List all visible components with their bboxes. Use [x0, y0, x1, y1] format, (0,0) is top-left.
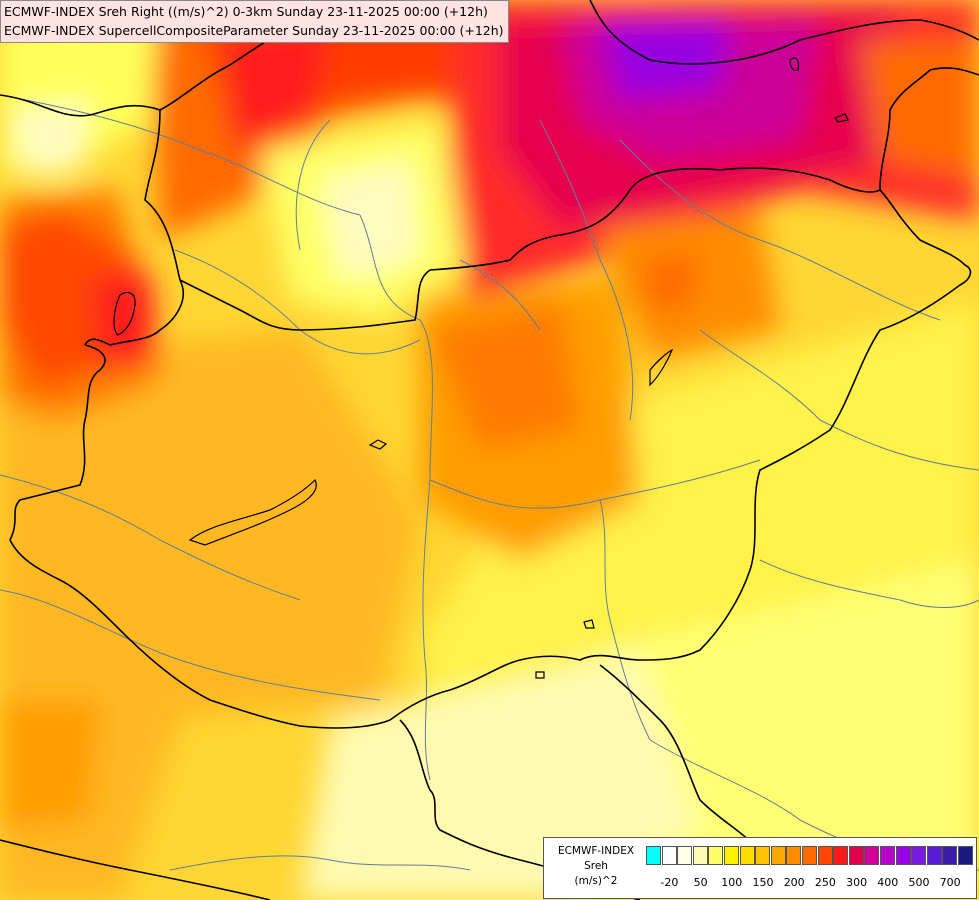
- lakes: [113, 57, 849, 679]
- legend-swatch: [677, 846, 693, 865]
- title-line-sreh: ECMWF-INDEX Sreh Right ((m/s)^2) 0-3km S…: [4, 4, 488, 19]
- legend-tick-label: -20: [660, 876, 679, 889]
- title-line-scp: ECMWF-INDEX SupercellCompositeParameter …: [4, 23, 504, 38]
- legend-swatch: [895, 846, 911, 865]
- legend-swatch: [911, 846, 927, 865]
- legend-swatch: [755, 846, 771, 865]
- legend-swatch: [958, 846, 973, 865]
- legend-tick-label: 150: [752, 876, 774, 889]
- rivers: [0, 94, 979, 871]
- legend-swatch: [833, 846, 849, 865]
- legend-tick-label: 300: [846, 876, 868, 889]
- color-legend: ECMWF-INDEX Sreh (m/s)^2 -20 50 100 150 200 2…: [543, 837, 977, 899]
- legend-swatch: [817, 846, 833, 865]
- legend-swatch: [770, 846, 786, 865]
- legend-variable: Sreh: [584, 860, 608, 872]
- legend-swatch: [739, 846, 755, 865]
- legend-title: ECMWF-INDEX Sreh (m/s)^2: [544, 844, 648, 889]
- legend-tick-label: 100: [721, 876, 743, 889]
- legend-swatch: [942, 846, 958, 865]
- legend-swatch: [802, 846, 817, 865]
- legend-swatch: [708, 846, 724, 865]
- legend-swatch: [692, 846, 708, 865]
- legend-tick-label: 50: [693, 876, 708, 889]
- legend-tick-label: 400: [877, 876, 899, 889]
- legend-swatch: [864, 846, 880, 865]
- legend-tick-label: 500: [908, 876, 930, 889]
- map-title-box: ECMWF-INDEX Sreh Right ((m/s)^2) 0-3km S…: [0, 0, 509, 43]
- legend-unit: (m/s)^2: [574, 875, 618, 887]
- legend-swatch: [880, 846, 895, 865]
- legend-swatch: [786, 846, 802, 865]
- legend-tick-label: 250: [814, 876, 836, 889]
- legend-swatch: [848, 846, 864, 865]
- legend-model: ECMWF-INDEX: [557, 845, 635, 857]
- legend-swatch: [926, 846, 942, 865]
- legend-swatch: [724, 846, 739, 865]
- legend-swatch: [661, 846, 677, 865]
- legend-tick-label: 200: [783, 876, 805, 889]
- legend-tick-label: 700: [939, 876, 961, 889]
- legend-swatch: [646, 846, 661, 865]
